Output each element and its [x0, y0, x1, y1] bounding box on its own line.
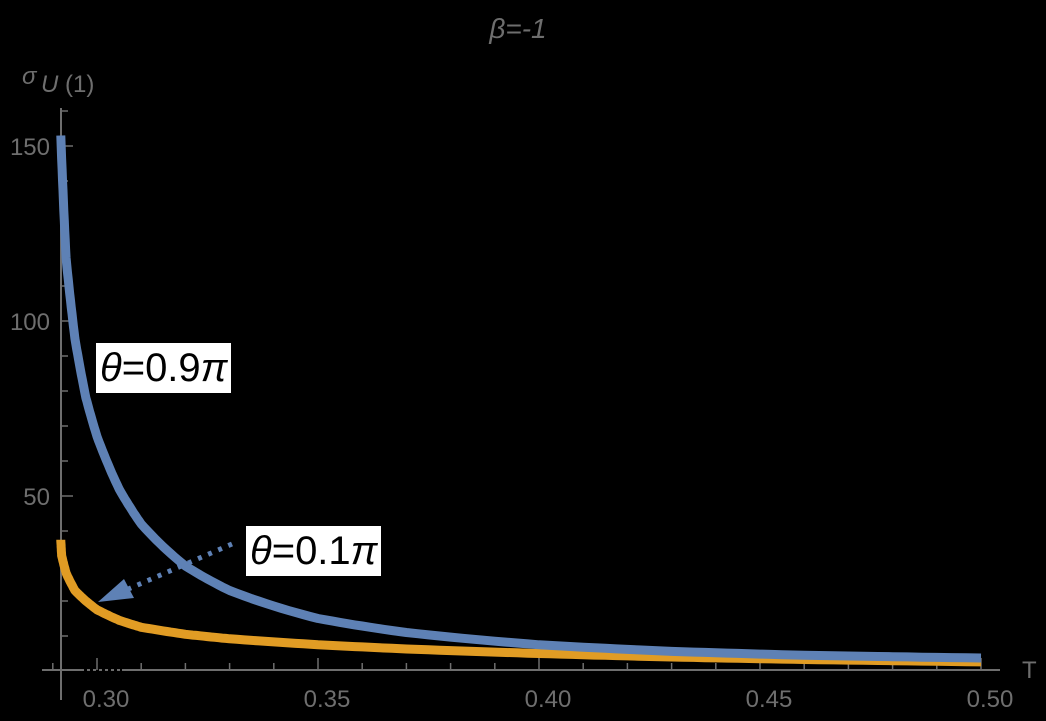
y-axis-sigma: σ	[22, 63, 38, 90]
y-axis-subscript: U (1)	[41, 71, 94, 98]
annotation-value: =0.9	[121, 346, 201, 390]
x-axis-label: T	[1022, 657, 1037, 684]
theta-symbol: θ	[250, 529, 272, 573]
annotation-theta-0-1pi: θ=0.1π	[246, 526, 382, 576]
x-tick-label: 0.40	[525, 686, 572, 713]
theta-symbol: θ	[100, 346, 122, 390]
axes: 0.30 0.35 0.40 0.45 0.50 50 100 150	[10, 108, 1013, 713]
y-tick-label: 100	[10, 309, 50, 336]
series-line-theta-0-9pi	[56, 135, 982, 663]
curves	[56, 135, 982, 667]
y-axis-label: σ U (1)	[22, 63, 94, 98]
annotation-value: =0.1	[271, 529, 351, 573]
chart-title: β=-1	[488, 13, 546, 44]
pi-symbol: π	[350, 529, 378, 573]
x-tick-label: 0.35	[304, 686, 351, 713]
x-tick-label: 0.50	[967, 686, 1014, 713]
annotation-arrow	[98, 541, 233, 602]
annotation-theta-0-9pi: θ=0.9π	[96, 343, 232, 393]
y-tick-label: 50	[23, 484, 50, 511]
x-tick-label: 0.30	[83, 686, 130, 713]
y-tick-label: 150	[10, 134, 50, 161]
pi-symbol: π	[200, 346, 228, 390]
x-tick-label: 0.45	[746, 686, 793, 713]
arrow-head-icon	[98, 579, 134, 602]
series-line-theta-0-1pi	[56, 536, 982, 667]
